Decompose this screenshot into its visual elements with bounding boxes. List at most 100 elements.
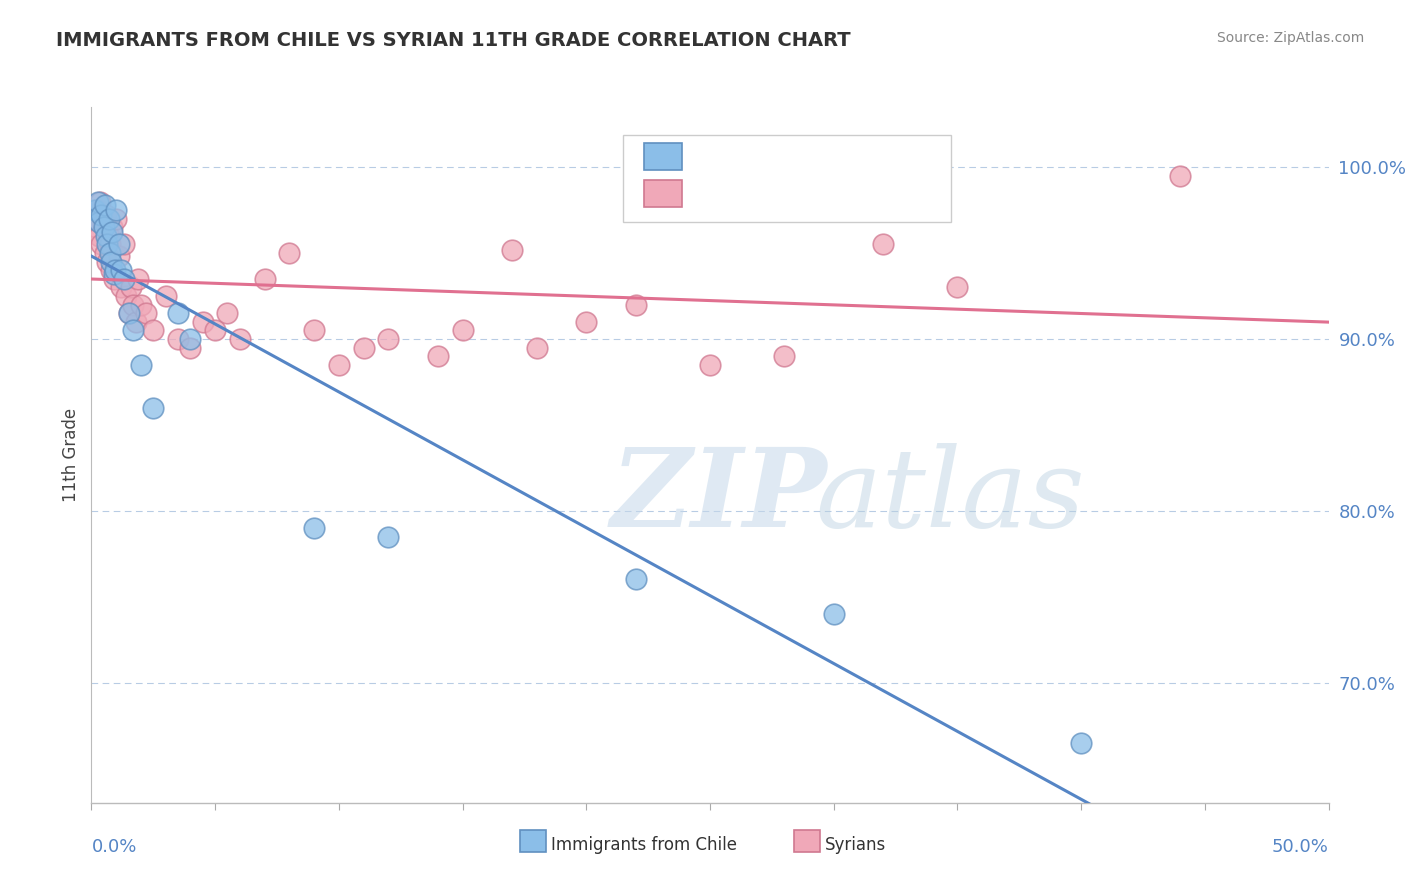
Point	[302, 323, 325, 337]
Text: IMMIGRANTS FROM CHILE VS SYRIAN 11TH GRADE CORRELATION CHART: IMMIGRANTS FROM CHILE VS SYRIAN 11TH GRA…	[56, 31, 851, 50]
Point	[103, 267, 125, 281]
Text: N =: N =	[813, 185, 849, 202]
Point	[122, 297, 145, 311]
Text: Source: ZipAtlas.com: Source: ZipAtlas.com	[1216, 31, 1364, 45]
Point	[120, 280, 142, 294]
Text: Immigrants from Chile: Immigrants from Chile	[551, 836, 737, 854]
Point	[217, 306, 239, 320]
FancyBboxPatch shape	[623, 135, 952, 222]
Point	[96, 228, 118, 243]
Point	[97, 211, 120, 226]
Point	[127, 272, 149, 286]
Point	[93, 220, 115, 235]
Point	[112, 237, 135, 252]
Point	[179, 341, 201, 355]
Point	[117, 306, 139, 320]
Point	[100, 263, 122, 277]
Point	[229, 332, 252, 346]
Point	[278, 246, 301, 260]
Text: Syrians: Syrians	[825, 836, 887, 854]
Point	[142, 323, 165, 337]
Point	[946, 280, 969, 294]
Point	[112, 272, 135, 286]
Point	[86, 203, 108, 218]
Point	[94, 198, 117, 212]
Text: R =: R =	[695, 185, 735, 202]
Text: 0.0%: 0.0%	[91, 838, 136, 856]
Point	[89, 194, 111, 209]
Point	[191, 315, 214, 329]
Text: atlas: atlas	[815, 443, 1085, 550]
Point	[115, 289, 138, 303]
Text: 52: 52	[856, 185, 877, 202]
Point	[204, 323, 226, 337]
Point	[117, 306, 139, 320]
Point	[86, 220, 108, 235]
Point	[353, 341, 375, 355]
Text: 50.0%: 50.0%	[1272, 838, 1329, 856]
Point	[84, 203, 107, 218]
Point	[155, 289, 177, 303]
Point	[328, 358, 350, 372]
Point	[129, 297, 152, 311]
Point	[94, 246, 117, 260]
Y-axis label: 11th Grade: 11th Grade	[62, 408, 80, 502]
Point	[103, 272, 125, 286]
Text: -0.640: -0.640	[737, 147, 790, 165]
Point	[87, 215, 110, 229]
Point	[90, 237, 112, 252]
Point	[86, 194, 108, 209]
Point	[101, 220, 124, 235]
Point	[110, 280, 132, 294]
Point	[105, 203, 128, 218]
Point	[377, 529, 399, 543]
Point	[1168, 169, 1191, 183]
Point	[107, 237, 129, 252]
Point	[83, 211, 105, 226]
Point	[104, 263, 127, 277]
Point	[253, 272, 276, 286]
Point	[135, 306, 157, 320]
Point	[122, 323, 145, 337]
Point	[107, 250, 129, 264]
Point	[93, 215, 115, 229]
Bar	[644, 180, 682, 207]
Point	[110, 263, 132, 277]
Point	[1070, 736, 1092, 750]
Point	[624, 297, 647, 311]
Point	[97, 228, 120, 243]
Point	[426, 349, 449, 363]
Point	[302, 521, 325, 535]
Point	[101, 226, 124, 240]
Point	[451, 323, 474, 337]
Point	[105, 211, 128, 226]
Point	[98, 237, 121, 252]
Point	[872, 237, 894, 252]
Point	[501, 243, 523, 257]
Point	[377, 332, 399, 346]
Point	[773, 349, 796, 363]
Text: 29: 29	[856, 147, 877, 165]
Point	[96, 237, 118, 252]
Point	[624, 573, 647, 587]
Bar	[644, 144, 682, 169]
Point	[125, 315, 148, 329]
Text: R =: R =	[695, 147, 730, 165]
Point	[129, 358, 152, 372]
Point	[823, 607, 845, 621]
Point	[575, 315, 598, 329]
Point	[96, 208, 118, 222]
Text: 0.355: 0.355	[737, 185, 785, 202]
Point	[167, 306, 190, 320]
Point	[179, 332, 201, 346]
Point	[87, 228, 110, 243]
Text: ZIP: ZIP	[612, 443, 828, 550]
Point	[100, 254, 122, 268]
Point	[98, 246, 121, 260]
Point	[167, 332, 190, 346]
Point	[90, 208, 112, 222]
Point	[526, 341, 548, 355]
Point	[142, 401, 165, 415]
Text: N =: N =	[813, 147, 849, 165]
Point	[96, 254, 118, 268]
